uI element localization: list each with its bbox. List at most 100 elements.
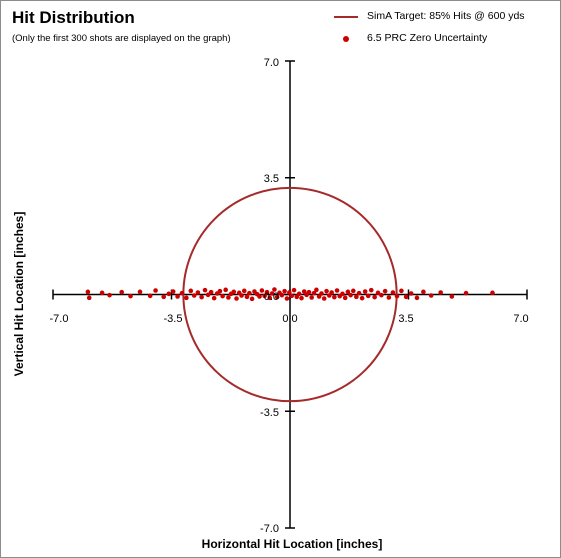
shot-point (365, 293, 371, 299)
chart-title: Hit Distribution (12, 8, 135, 27)
shot-point (382, 288, 388, 294)
shot-point (368, 287, 374, 293)
shot-point (86, 295, 92, 301)
legend-label-target: SimA Target: 85% Hits @ 600 yds (367, 10, 525, 22)
shot-point (241, 288, 247, 294)
legend-line-swatch (334, 16, 358, 18)
shot-point (354, 294, 359, 300)
shot-point (99, 290, 105, 296)
shot-point (184, 295, 189, 301)
shot-point (314, 287, 319, 293)
x-tick-label-3-5: 3.5 (398, 313, 413, 325)
shot-point (153, 288, 158, 293)
shot-point (170, 289, 176, 294)
shot-point (239, 293, 244, 298)
chart-subtitle: (Only the first 300 shots are displayed … (12, 33, 231, 44)
x-tick-label-neg3-5: -3.5 (164, 313, 183, 325)
shot-point (199, 294, 204, 300)
shot-point (202, 287, 208, 293)
y-tick-label-3-5: 3.5 (264, 173, 279, 185)
shot-point (375, 290, 381, 296)
shot-point (332, 294, 337, 300)
shot-point (234, 296, 239, 301)
shot-point (279, 292, 285, 298)
shot-point (329, 290, 334, 295)
shot-point (324, 288, 329, 294)
shot-point (362, 289, 368, 294)
shot-point (399, 288, 404, 294)
shot-point (296, 291, 302, 297)
shot-point (284, 296, 290, 301)
shot-point (321, 296, 327, 301)
shot-point (348, 292, 353, 298)
shot-point (289, 293, 294, 299)
shot-point (379, 292, 384, 298)
y-tick-label-0: 0.0 (264, 291, 279, 303)
shot-point (490, 290, 495, 296)
x-tick-label-0: 0.0 (282, 313, 297, 325)
shot-point (299, 295, 304, 301)
shot-point (311, 290, 317, 296)
shot-point (195, 290, 201, 295)
shot-point (372, 294, 377, 300)
shot-point (259, 288, 265, 293)
shot-point (351, 288, 356, 294)
shot-point (205, 292, 211, 298)
shot-point (319, 291, 324, 296)
shot-point (449, 294, 455, 299)
shot-point (226, 295, 231, 300)
shot-point (428, 293, 434, 298)
shot-point (403, 294, 409, 300)
shot-point (188, 288, 194, 294)
shot-point (223, 287, 228, 293)
x-axis-title: Horizontal Hit Location [inches] (202, 537, 383, 551)
shot-point (272, 287, 277, 292)
shot-point (421, 289, 426, 295)
shot-point (137, 289, 143, 295)
shot-point (291, 287, 297, 293)
shot-point (211, 295, 217, 301)
x-tick-label-7: 7.0 (513, 313, 528, 325)
shot-point (342, 295, 348, 301)
shot-point (287, 290, 292, 295)
shot-point (257, 294, 262, 299)
shot-point (309, 295, 314, 300)
shot-point (249, 296, 255, 302)
shot-point (107, 292, 112, 298)
y-tick-label-neg3-5: -3.5 (260, 407, 279, 419)
y-axis-title: Vertical Hit Location [inches] (12, 212, 26, 377)
shot-point (386, 295, 392, 300)
y-tick-label-7: 7.0 (264, 57, 279, 69)
shot-point (191, 293, 197, 298)
shot-point (217, 288, 223, 294)
shot-point (147, 293, 153, 299)
shot-point (166, 291, 172, 297)
shot-point (267, 295, 272, 301)
shot-point (208, 289, 214, 295)
shot-point (394, 293, 400, 299)
shot-point (438, 290, 443, 295)
shot-point (408, 291, 414, 296)
legend-label-shots: 6.5 PRC Zero Uncertainty (367, 32, 488, 44)
shot-point (128, 293, 133, 299)
shot-point (301, 289, 307, 294)
shot-point (390, 290, 396, 295)
shot-point (356, 290, 362, 296)
shot-point (85, 289, 91, 295)
shot-point (262, 293, 267, 299)
shot-point (244, 294, 250, 300)
y-tick-label-neg7: -7.0 (260, 523, 279, 535)
shot-point (175, 294, 180, 299)
shot-point (274, 294, 280, 300)
shot-point (264, 289, 270, 295)
shot-point (463, 290, 469, 296)
shot-point (359, 295, 365, 301)
shot-point (119, 289, 125, 295)
x-tick-label-neg7: -7.0 (50, 313, 69, 325)
shot-point (220, 293, 225, 299)
shot-point (269, 291, 275, 296)
shot-point (247, 290, 252, 296)
shot-point (306, 289, 312, 295)
shot-point (231, 289, 237, 295)
